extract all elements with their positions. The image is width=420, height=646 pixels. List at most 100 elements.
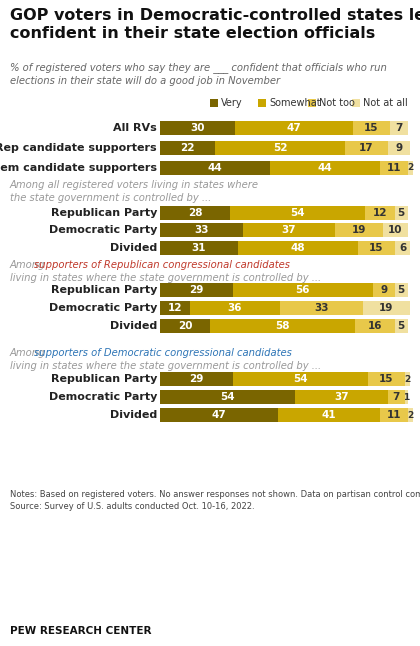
Text: 37: 37 <box>281 225 296 235</box>
Bar <box>160 121 235 135</box>
Text: Divided: Divided <box>110 243 157 253</box>
Text: 15: 15 <box>364 123 378 133</box>
Bar <box>258 99 266 107</box>
Text: the state government is controlled by ...: the state government is controlled by ..… <box>10 193 211 203</box>
Text: 15: 15 <box>379 374 394 384</box>
Text: 19: 19 <box>352 225 366 235</box>
Bar <box>280 301 362 315</box>
Text: Republican Party: Republican Party <box>51 374 157 384</box>
Text: Democratic Party: Democratic Party <box>49 303 157 313</box>
Bar <box>395 241 410 255</box>
Bar <box>383 223 407 237</box>
Text: 47: 47 <box>286 123 301 133</box>
Bar <box>295 390 388 404</box>
Text: living in states where the state government is controlled by ...: living in states where the state governm… <box>10 273 321 283</box>
Bar <box>160 319 210 333</box>
Text: living in states where the state government is controlled by ...: living in states where the state governm… <box>10 361 321 371</box>
Bar <box>345 141 388 155</box>
Text: Divided: Divided <box>110 321 157 331</box>
Text: Divided: Divided <box>110 410 157 420</box>
Text: 9: 9 <box>395 143 402 153</box>
Text: 2: 2 <box>404 375 411 384</box>
Bar <box>395 319 407 333</box>
Text: Republican Party: Republican Party <box>51 285 157 295</box>
Bar <box>160 206 230 220</box>
Text: 5: 5 <box>398 208 405 218</box>
Bar <box>388 390 405 404</box>
Text: 5: 5 <box>398 285 405 295</box>
Text: 29: 29 <box>189 374 203 384</box>
Bar <box>160 301 190 315</box>
Bar <box>233 283 373 297</box>
Bar <box>373 283 395 297</box>
Bar <box>368 372 405 386</box>
Bar <box>160 241 237 255</box>
Bar <box>160 161 270 175</box>
Text: 36: 36 <box>228 303 242 313</box>
Bar <box>407 408 412 422</box>
Bar <box>160 408 278 422</box>
Text: Very: Very <box>221 98 243 108</box>
Text: 7: 7 <box>395 123 402 133</box>
Text: Not at all: Not at all <box>363 98 408 108</box>
Bar <box>215 141 345 155</box>
Bar <box>388 141 410 155</box>
Bar <box>278 408 380 422</box>
Text: 33: 33 <box>194 225 208 235</box>
Text: 31: 31 <box>192 243 206 253</box>
Text: 9: 9 <box>380 285 387 295</box>
Text: 19: 19 <box>379 303 394 313</box>
Text: 15: 15 <box>369 243 383 253</box>
Text: 47: 47 <box>211 410 226 420</box>
Bar <box>380 161 407 175</box>
Bar <box>357 241 395 255</box>
Text: GOP voters in Democratic-controlled states least
confident in their state electi: GOP voters in Democratic-controlled stat… <box>10 8 420 41</box>
Text: PEW RESEARCH CENTER: PEW RESEARCH CENTER <box>10 626 152 636</box>
Text: 22: 22 <box>180 143 195 153</box>
Text: 54: 54 <box>293 374 307 384</box>
Bar <box>190 301 280 315</box>
Text: 12: 12 <box>373 208 387 218</box>
Text: 5: 5 <box>398 321 405 331</box>
Bar <box>380 408 407 422</box>
Text: Republican Party: Republican Party <box>51 208 157 218</box>
Text: 1: 1 <box>403 393 410 402</box>
Text: % of registered voters who say they are ___ confident that officials who run
ele: % of registered voters who say they are … <box>10 62 387 86</box>
Text: Not too: Not too <box>319 98 355 108</box>
Text: Among: Among <box>10 348 49 358</box>
Bar <box>362 301 410 315</box>
Text: supporters of Democratic congressional candidates: supporters of Democratic congressional c… <box>34 348 292 358</box>
Text: All RVs: All RVs <box>113 123 157 133</box>
Text: 37: 37 <box>334 392 349 402</box>
Text: 30: 30 <box>190 123 205 133</box>
Text: 6: 6 <box>399 243 406 253</box>
Text: 52: 52 <box>273 143 287 153</box>
Text: 11: 11 <box>386 163 401 173</box>
Bar <box>308 99 316 107</box>
Text: 48: 48 <box>290 243 305 253</box>
Bar <box>230 206 365 220</box>
Bar <box>352 99 360 107</box>
Text: Democratic Party: Democratic Party <box>49 225 157 235</box>
Bar <box>395 283 407 297</box>
Bar <box>365 206 395 220</box>
Bar <box>242 223 335 237</box>
Text: 10: 10 <box>388 225 402 235</box>
Bar <box>233 372 368 386</box>
Text: Democratic Party: Democratic Party <box>49 392 157 402</box>
Text: 58: 58 <box>275 321 290 331</box>
Text: Among: Among <box>10 260 49 270</box>
Text: 12: 12 <box>168 303 182 313</box>
Text: 56: 56 <box>295 285 310 295</box>
Bar <box>355 319 395 333</box>
Bar <box>270 161 380 175</box>
Bar <box>390 121 407 135</box>
Text: 16: 16 <box>368 321 382 331</box>
Bar <box>210 99 218 107</box>
Bar <box>405 372 410 386</box>
Text: 2: 2 <box>407 163 413 172</box>
Bar <box>237 241 357 255</box>
Bar <box>210 319 355 333</box>
Text: 7: 7 <box>393 392 400 402</box>
Bar <box>160 223 242 237</box>
